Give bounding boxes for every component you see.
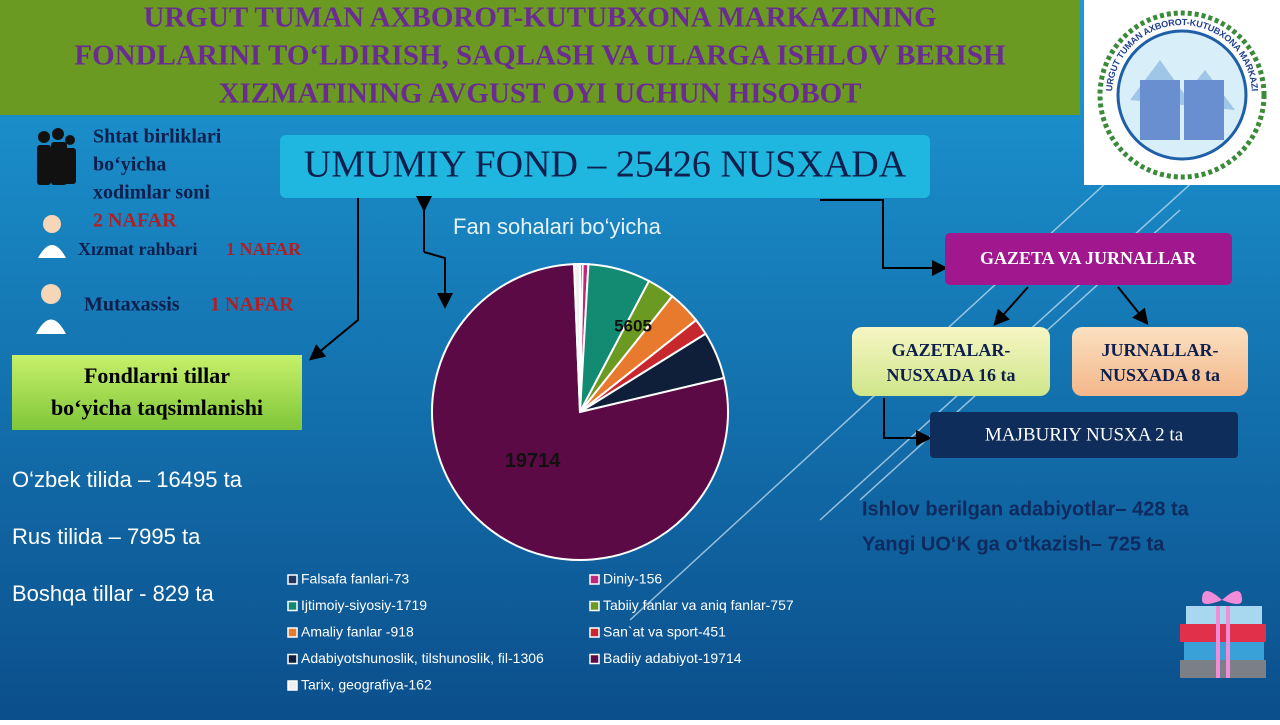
language-item: Rus tilida – 7995 ta	[12, 524, 201, 549]
data-label: 19714	[505, 450, 561, 472]
mandatory-text: MAJBURIY NUSXA 2 ta	[985, 424, 1184, 445]
total-box	[280, 135, 930, 198]
title-line: URGUT TUMAN AXBOROT-KUTUBXONA MARKAZININ…	[143, 2, 936, 34]
legend-swatch	[287, 680, 298, 691]
role-name: Xızmat rahbari	[78, 239, 197, 259]
legend-swatch	[589, 600, 600, 612]
legend-label: Badiiy adabiyot-19714	[603, 650, 742, 666]
legend-label: Tabiiy fanlar va aniq fanlar-757	[603, 597, 794, 613]
arrows	[308, 196, 1149, 446]
logo: URGUT TUMAN AXBOROT-KUTUBXONA MARKAZI	[1097, 10, 1267, 180]
role-count: 1 NAFAR	[210, 294, 294, 316]
legend-label: Tarix, geografiya-162	[301, 677, 432, 693]
periodicals-box	[945, 233, 1232, 285]
journals-text: JURNALLAR-	[1102, 340, 1219, 360]
languages-title: Fondlarni tillar	[84, 363, 230, 388]
role-count: 1 NAFAR	[226, 239, 302, 259]
staff-count: 2 NAFAR	[93, 210, 177, 232]
people-icon	[37, 128, 76, 185]
staff-label: xodimlar soni	[93, 182, 210, 204]
title-line: FONDLARINI TO‘LDIRISH, SAQLASH VA ULARGA…	[74, 40, 1006, 72]
legend-label: Amaliy fanlar -918	[301, 624, 414, 640]
mandatory-box	[930, 412, 1238, 458]
legend-label: Falsafa fanlari-73	[301, 571, 409, 587]
person-icon	[36, 215, 66, 334]
legend-label: Adabiyotshunoslik, tilshunoslik, fil-130…	[301, 650, 544, 666]
role-name: Mutaxassis	[84, 294, 180, 316]
pie-slice	[572, 262, 581, 413]
stat: Yangi UO‘K ga o‘tkazish– 725 ta	[862, 533, 1165, 555]
staff-label: Shtat birliklari	[93, 126, 222, 148]
journals-box	[1072, 327, 1248, 396]
language-item: Boshqa tillar - 829 ta	[12, 581, 215, 606]
newspapers-text: GAZETALAR-	[892, 340, 1011, 360]
pie-slice	[431, 263, 729, 561]
chart-title: Fan sohalari bo‘yicha	[453, 214, 662, 239]
title-line: XIZMATINING AVGUST OYI UCHUN HISOBOT	[219, 78, 862, 110]
total-text: UMUMIY FOND – 25426 NUSXADA	[304, 144, 907, 186]
languages-box	[12, 355, 302, 430]
newspapers-text: NUSXADA 16 ta	[886, 365, 1015, 385]
legend-label: Diniy-156	[603, 571, 662, 587]
legend-swatch	[589, 653, 600, 665]
data-label: 5605	[614, 316, 652, 335]
newspapers-box	[852, 327, 1050, 396]
legend-label: Ijtimoiy-siyosiy-1719	[301, 597, 427, 613]
staff-label: bo‘yicha	[93, 154, 166, 176]
language-item: O‘zbek tilida – 16495 ta	[12, 467, 243, 492]
legend-swatch	[287, 574, 298, 585]
legend-swatch	[287, 600, 298, 612]
books-icon	[1180, 591, 1266, 678]
periodicals-title: GAZETA VA JURNALLAR	[980, 248, 1197, 268]
stat: Ishlov berilgan adabiyotlar– 428 ta	[862, 498, 1190, 520]
legend-swatch	[287, 653, 298, 665]
legend-swatch	[287, 627, 298, 638]
legend-label: San`at va sport-451	[603, 624, 726, 640]
legend-swatch	[589, 574, 600, 585]
legend-swatch	[589, 627, 600, 638]
title-band	[0, 0, 1080, 115]
languages-title: bo‘yicha taqsimlanishi	[51, 395, 263, 420]
journals-text: NUSXADA 8 ta	[1100, 365, 1220, 385]
